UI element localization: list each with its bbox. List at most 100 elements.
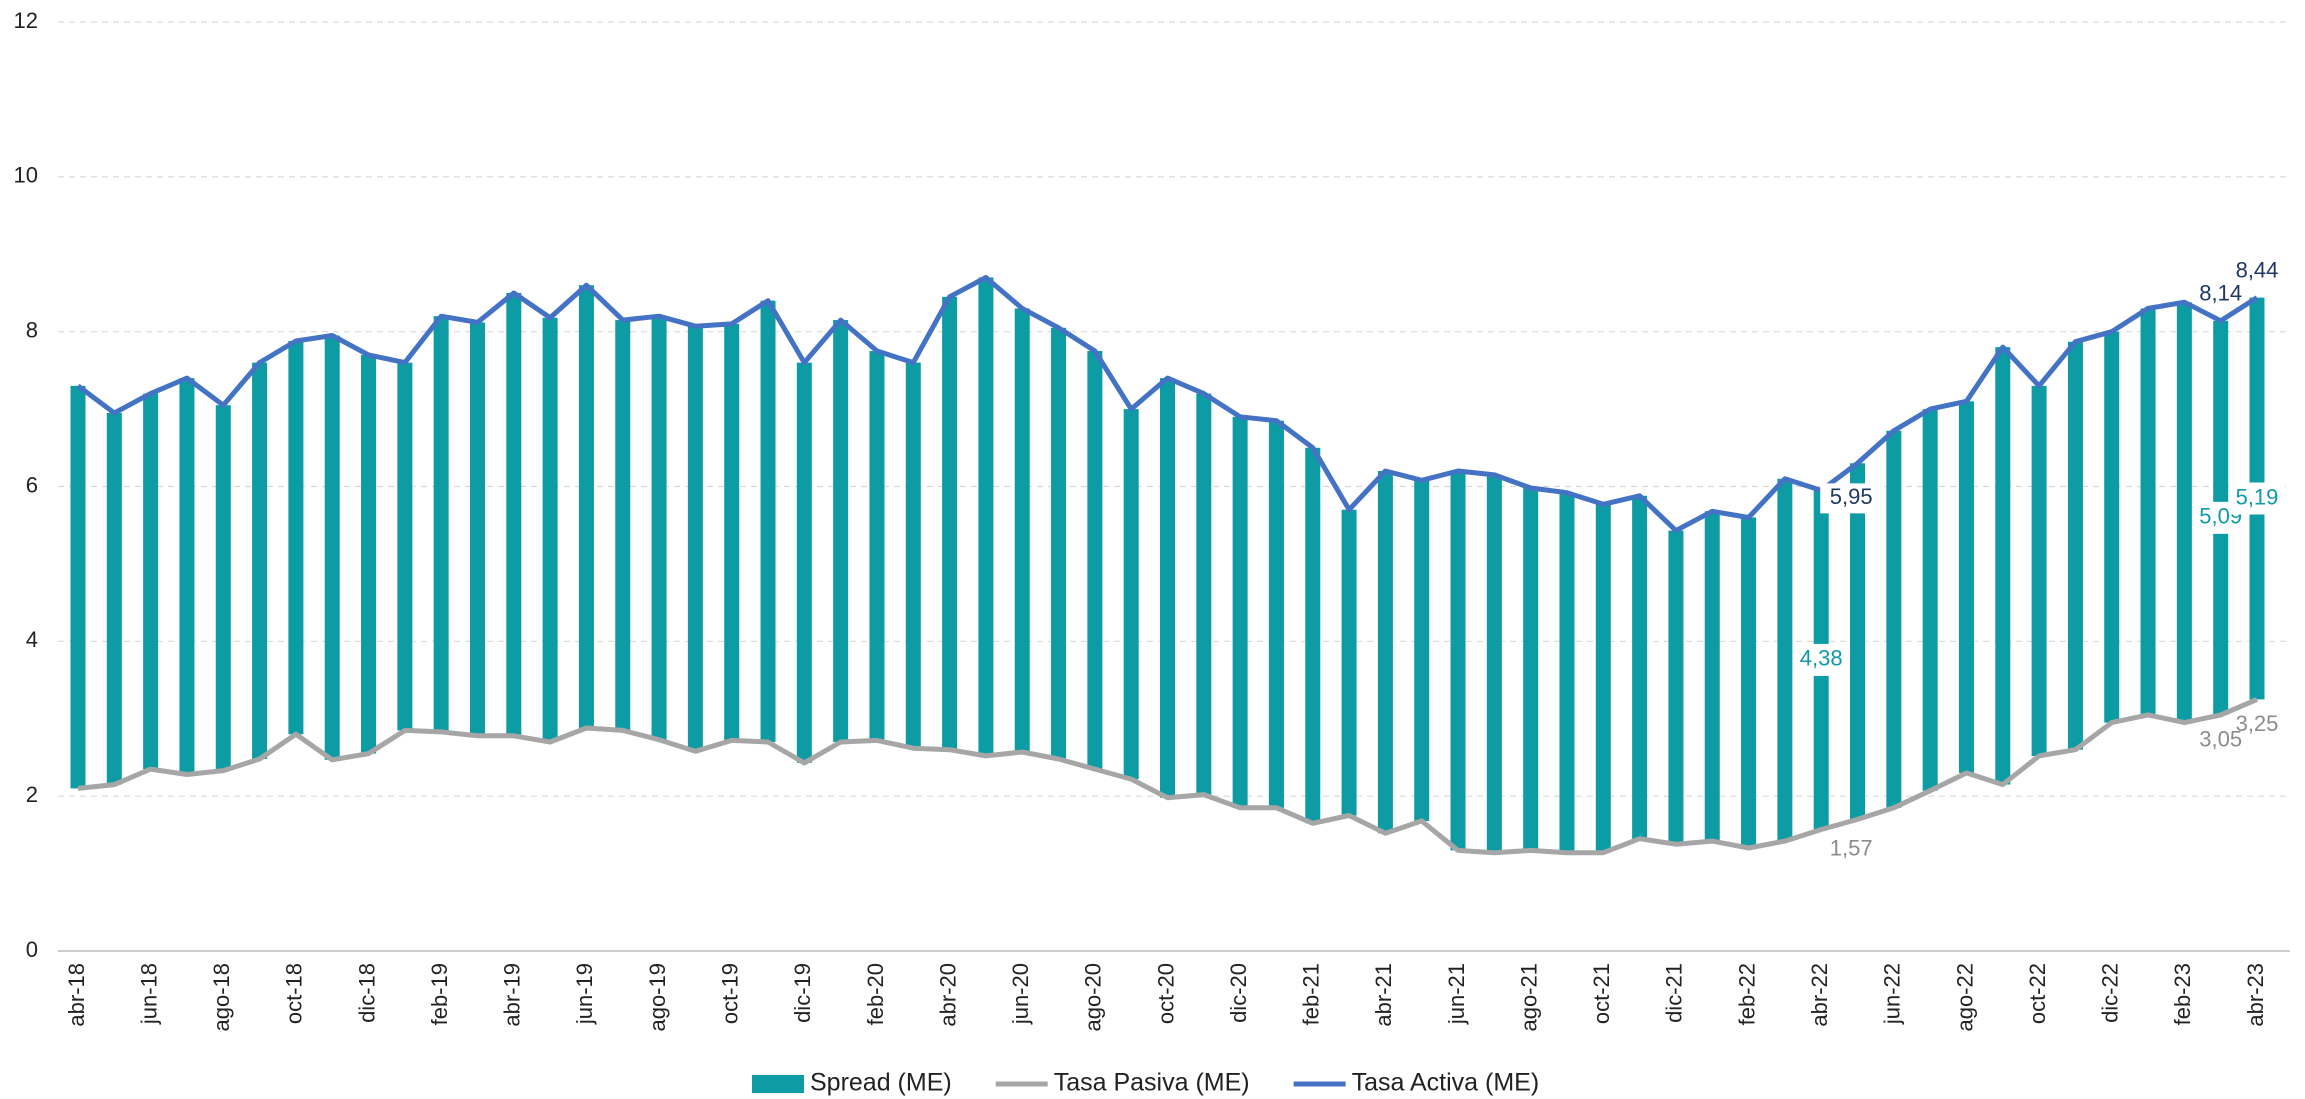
y-tick-label: 10 bbox=[14, 163, 38, 188]
line-series bbox=[77, 697, 2258, 856]
spread-bar bbox=[578, 285, 594, 729]
x-tick-label: dic-20 bbox=[1226, 963, 1251, 1023]
data-label: 5,19 bbox=[2236, 484, 2279, 509]
y-tick-label: 12 bbox=[14, 8, 38, 33]
spread-bar bbox=[615, 320, 631, 731]
x-tick-label: abr-20 bbox=[935, 963, 960, 1027]
legend-label: Spread (ME) bbox=[810, 1069, 952, 1097]
spread-bar bbox=[1486, 474, 1502, 853]
x-tick-label: jun-20 bbox=[1008, 963, 1033, 1025]
spread-bar bbox=[1777, 478, 1793, 842]
data-label: 1,57 bbox=[1830, 835, 1873, 860]
x-tick-label: abr-22 bbox=[1807, 963, 1832, 1027]
spread-bar bbox=[1160, 378, 1175, 798]
legend-swatch bbox=[752, 1075, 804, 1093]
y-tick-label: 2 bbox=[26, 782, 38, 807]
spread-bar bbox=[1922, 409, 1938, 791]
spread-bar bbox=[760, 300, 776, 742]
data-label: 5,95 bbox=[1830, 484, 1873, 509]
spread-bar bbox=[869, 351, 885, 741]
spread-bar bbox=[1377, 471, 1393, 834]
y-tick-label: 8 bbox=[26, 317, 38, 342]
y-tick-label: 0 bbox=[26, 937, 38, 962]
spread-bar bbox=[1595, 504, 1611, 853]
line-series bbox=[76, 275, 2259, 534]
spread-bar bbox=[2031, 385, 2047, 756]
x-tick-label: feb-21 bbox=[1299, 963, 1324, 1025]
spread-bar bbox=[796, 362, 812, 763]
spread-bar bbox=[70, 385, 86, 789]
x-tick-label: ago-21 bbox=[1516, 963, 1541, 1032]
data-label: 3,05 bbox=[2199, 727, 2242, 752]
x-tick-label: oct-21 bbox=[1589, 963, 1614, 1024]
data-label: 4,38 bbox=[1800, 646, 1843, 671]
x-tick-label: oct-19 bbox=[718, 963, 743, 1024]
x-tick-label: abr-18 bbox=[64, 963, 89, 1027]
data-label-bg bbox=[1820, 483, 1883, 514]
spread-bar bbox=[1414, 480, 1430, 821]
x-tick-label: feb-23 bbox=[2170, 963, 2195, 1025]
legend-label: Tasa Activa (ME) bbox=[1352, 1069, 1540, 1097]
spread-bar bbox=[542, 317, 558, 742]
spread-bar bbox=[978, 277, 994, 756]
x-tick-label: oct-20 bbox=[1153, 963, 1178, 1024]
spread-bar bbox=[2176, 302, 2192, 723]
spread-bar bbox=[397, 362, 413, 731]
data-label: 3,25 bbox=[2236, 711, 2279, 736]
data-label-bg bbox=[1793, 643, 1850, 676]
spread-bar bbox=[1632, 495, 1648, 839]
spread-bar bbox=[1958, 401, 1974, 773]
spread-bar bbox=[1741, 517, 1757, 849]
spread-bar bbox=[1268, 420, 1284, 808]
spread-bar bbox=[1014, 308, 1030, 753]
data-label-group: 4,38 bbox=[1793, 643, 1850, 676]
x-tick-label: dic-21 bbox=[1662, 963, 1687, 1023]
data-label-bg bbox=[1820, 834, 1883, 865]
y-tick-label: 4 bbox=[26, 627, 38, 652]
spread-bar bbox=[2140, 308, 2156, 715]
data-label-group: 5,19 bbox=[2229, 482, 2285, 515]
x-tick-label: feb-22 bbox=[1734, 963, 1759, 1025]
spread-bar bbox=[324, 335, 340, 760]
x-tick-label: dic-19 bbox=[790, 963, 815, 1023]
spread-bar bbox=[1995, 347, 2011, 785]
x-tick-label: ago-18 bbox=[209, 963, 234, 1032]
spread-bar bbox=[469, 322, 485, 736]
x-tick-label: ago-22 bbox=[1952, 963, 1977, 1032]
spread-bar bbox=[2104, 331, 2120, 723]
spread-bar bbox=[724, 323, 740, 741]
x-tick-label: ago-20 bbox=[1081, 963, 1106, 1032]
x-tick-label: feb-19 bbox=[427, 963, 452, 1025]
spread-bar bbox=[361, 354, 377, 754]
x-tick-label: abr-19 bbox=[500, 963, 525, 1027]
data-label-bg bbox=[2229, 482, 2285, 515]
spread-bar bbox=[1123, 409, 1139, 780]
spread-bar bbox=[2067, 341, 2083, 750]
spread-bar bbox=[215, 405, 231, 771]
spread-bar bbox=[1087, 351, 1103, 770]
legend-label: Tasa Pasiva (ME) bbox=[1054, 1069, 1250, 1097]
spread-bar bbox=[1341, 509, 1357, 816]
x-tick-label: dic-18 bbox=[354, 963, 379, 1023]
x-tick-label: jun-22 bbox=[1880, 963, 1905, 1025]
x-tick-label: dic-22 bbox=[2098, 963, 2123, 1023]
spread-bar bbox=[1051, 327, 1067, 760]
spread-bar bbox=[905, 362, 921, 749]
spread-bar bbox=[506, 292, 522, 736]
spread-bar bbox=[942, 296, 958, 750]
spread-bar bbox=[1886, 430, 1902, 808]
x-tick-label: jun-21 bbox=[1444, 963, 1469, 1025]
spread-bar bbox=[1668, 530, 1684, 845]
spread-bar bbox=[288, 340, 304, 735]
x-tick-label: ago-19 bbox=[645, 963, 670, 1032]
data-label: 8,14 bbox=[2199, 281, 2242, 306]
spread-bar bbox=[179, 378, 195, 775]
x-tick-label: oct-18 bbox=[282, 963, 307, 1024]
spread-bar bbox=[1704, 511, 1720, 842]
spread-bar bbox=[1523, 488, 1539, 851]
spread-bar bbox=[687, 326, 703, 752]
x-tick-label: feb-20 bbox=[863, 963, 888, 1025]
data-label: 8,44 bbox=[2236, 257, 2279, 282]
y-tick-label: 6 bbox=[26, 472, 38, 497]
